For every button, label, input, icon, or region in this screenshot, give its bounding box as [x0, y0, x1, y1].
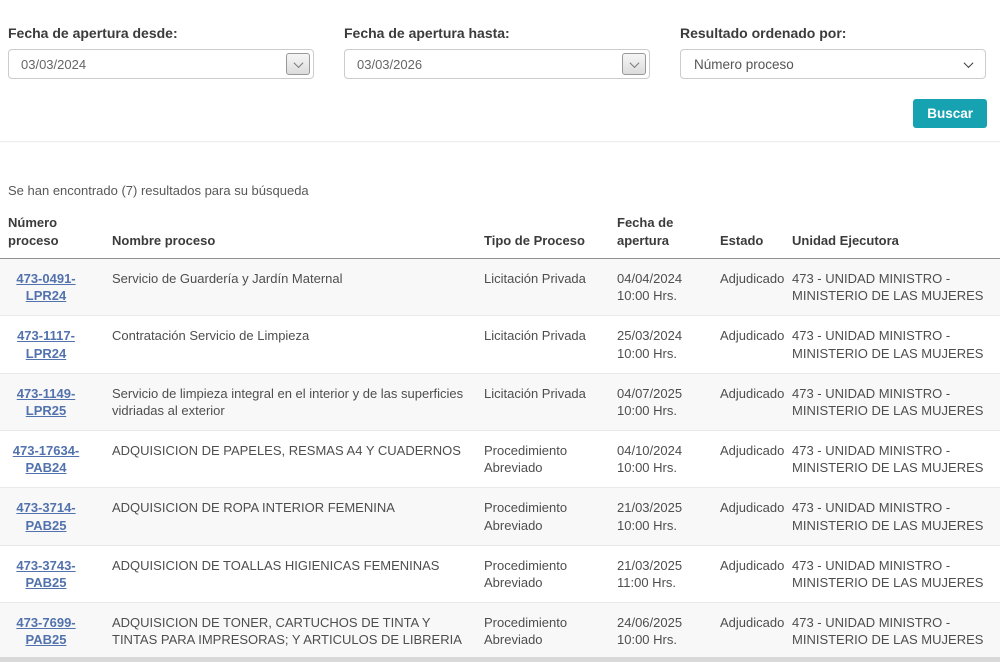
status-cell: Adjudicado: [720, 385, 785, 401]
process-number-cell: 473-3743-PAB25: [0, 545, 112, 602]
table-row: 473-7699-PAB25 ADQUISICION DE TONER, CART…: [0, 602, 1000, 660]
process-number-cell: 473-1117-LPR24: [0, 316, 112, 373]
results-table-body: 473-0491-LPR24 Servicio de Guardería y Ja…: [0, 258, 1000, 660]
field-date-to: Fecha de apertura hasta:: [344, 25, 650, 79]
order-by-select[interactable]: Número proceso: [680, 49, 986, 79]
opening-date-cell: 04/10/2024 10:00 Hrs.: [617, 443, 683, 476]
process-name-cell: Servicio de limpieza integral en el inte…: [112, 385, 464, 418]
executing-unit-cell: 473 - UNIDAD MINISTRO - MINISTERIO DE LA…: [792, 271, 984, 304]
process-name-cell: Contratación Servicio de Limpieza: [112, 328, 310, 344]
date-from-label: Fecha de apertura desde:: [8, 25, 178, 41]
process-number-link[interactable]: 473-3743-PAB25: [16, 557, 76, 590]
date-to-input-wrap: [344, 49, 650, 79]
chevron-down-icon: [963, 57, 974, 68]
process-name-cell: ADQUISICION DE TONER, CARTUCHOS DE TINTA…: [112, 614, 462, 648]
status-cell: Adjudicado: [720, 614, 785, 630]
process-number-link[interactable]: 473-1149-LPR25: [16, 385, 76, 418]
section-divider: [0, 141, 1000, 142]
date-to-label: Fecha de apertura hasta:: [344, 25, 510, 41]
process-number-cell: 473-1149-LPR25: [0, 373, 112, 430]
process-type-cell: Licitación Privada: [484, 328, 586, 344]
search-button[interactable]: Buscar: [913, 99, 987, 128]
process-number-cell: 473-7699-PAB25: [0, 602, 112, 659]
process-number-link[interactable]: 473-3714-PAB25: [16, 500, 76, 533]
opening-date-cell: 21/03/2025 10:00 Hrs.: [617, 500, 683, 533]
status-cell: Adjudicado: [720, 500, 785, 516]
process-name-cell: ADQUISICION DE TOALLAS HIGIENICAS FEMENI…: [112, 557, 440, 573]
table-row: 473-1117-LPR24 Contratación Servicio de L…: [0, 315, 1000, 374]
opening-date-cell: 21/03/2025 11:00 Hrs.: [617, 557, 683, 590]
process-type-cell: Procedimiento Abreviado: [484, 500, 568, 533]
date-to-input[interactable]: [344, 49, 650, 79]
process-type-cell: Procedimiento Abreviado: [484, 614, 568, 648]
process-number-link[interactable]: 473-7699-PAB25: [16, 614, 76, 648]
opening-date-cell: 04/07/2025 10:00 Hrs.: [617, 385, 683, 418]
status-cell: Adjudicado: [720, 271, 785, 287]
process-number-link[interactable]: 473-0491-LPR24: [16, 271, 76, 304]
search-form: Fecha de apertura desde: Fecha de apertu…: [0, 0, 1000, 79]
process-type-cell: Procedimiento Abreviado: [484, 443, 568, 476]
field-date-from: Fecha de apertura desde:: [8, 25, 314, 79]
process-type-cell: Licitación Privada: [484, 271, 586, 287]
table-row: 473-1149-LPR25 Servicio de limpieza integ…: [0, 373, 1000, 431]
process-name-cell: ADQUISICION DE ROPA INTERIOR FEMENINA: [112, 500, 395, 516]
table-row: 473-3743-PAB25 ADQUISICION DE TOALLAS HIG…: [0, 545, 1000, 603]
process-name-cell: ADQUISICION DE PAPELES, RESMAS A4 Y CUAD…: [112, 443, 461, 459]
executing-unit-cell: 473 - UNIDAD MINISTRO - MINISTERIO DE LA…: [792, 385, 984, 418]
status-cell: Adjudicado: [720, 328, 785, 344]
process-number-cell: 473-17634-PAB24: [0, 431, 112, 488]
chevron-down-icon: [293, 57, 303, 68]
process-number-link[interactable]: 473-17634-PAB24: [12, 443, 80, 476]
date-to-picker-button[interactable]: [622, 53, 646, 75]
opening-date-cell: 04/04/2024 10:00 Hrs.: [617, 271, 683, 304]
process-name-cell: Servicio de Guardería y Jardín Maternal: [112, 271, 343, 287]
executing-unit-cell: 473 - UNIDAD MINISTRO - MINISTERIO DE LA…: [792, 328, 984, 361]
chevron-down-icon: [629, 57, 639, 68]
table-header-row: Número proceso Nombre proceso Tipo de Pr…: [0, 210, 1000, 260]
order-by-selected-value: Número proceso: [694, 56, 794, 72]
table-row: 473-0491-LPR24 Servicio de Guardería y Ja…: [0, 258, 1000, 316]
executing-unit-cell: 473 - UNIDAD MINISTRO - MINISTERIO DE LA…: [792, 443, 984, 476]
footer-bar: [0, 657, 1000, 662]
header-fecha-apertura: Fecha de apertura: [617, 210, 720, 260]
results-table: Número proceso Nombre proceso Tipo de Pr…: [0, 210, 1000, 660]
process-number-cell: 473-3714-PAB25: [0, 488, 112, 545]
process-number-link[interactable]: 473-1117-LPR24: [17, 328, 75, 361]
date-from-input-wrap: [8, 49, 314, 79]
status-cell: Adjudicado: [720, 443, 785, 459]
executing-unit-cell: 473 - UNIDAD MINISTRO - MINISTERIO DE LA…: [792, 614, 984, 648]
field-order-by: Resultado ordenado por: Número proceso: [680, 25, 986, 79]
header-nombre-proceso: Nombre proceso: [112, 210, 484, 260]
header-numero-proceso: Número proceso: [0, 210, 112, 260]
results-summary: Se han encontrado (7) resultados para su…: [8, 183, 309, 198]
date-from-picker-button[interactable]: [286, 53, 310, 75]
header-unidad-ejecutora: Unidad Ejecutora: [792, 210, 1000, 260]
header-estado: Estado: [720, 210, 792, 260]
opening-date-cell: 25/03/2024 10:00 Hrs.: [617, 328, 683, 361]
opening-date-cell: 24/06/2025 10:00 Hrs.: [617, 614, 683, 648]
header-tipo-proceso: Tipo de Proceso: [484, 210, 617, 260]
process-number-cell: 473-0491-LPR24: [0, 259, 112, 316]
executing-unit-cell: 473 - UNIDAD MINISTRO - MINISTERIO DE LA…: [792, 500, 984, 533]
search-button-row: Buscar: [0, 79, 1000, 128]
status-cell: Adjudicado: [720, 557, 785, 573]
table-row: 473-17634-PAB24 ADQUISICION DE PAPELES, R…: [0, 430, 1000, 488]
table-row: 473-3714-PAB25 ADQUISICION DE ROPA INTERI…: [0, 487, 1000, 546]
process-type-cell: Licitación Privada: [484, 385, 586, 401]
executing-unit-cell: 473 - UNIDAD MINISTRO - MINISTERIO DE LA…: [792, 557, 984, 590]
date-from-input[interactable]: [8, 49, 314, 79]
process-type-cell: Procedimiento Abreviado: [484, 557, 568, 590]
order-by-label: Resultado ordenado por:: [680, 25, 847, 41]
